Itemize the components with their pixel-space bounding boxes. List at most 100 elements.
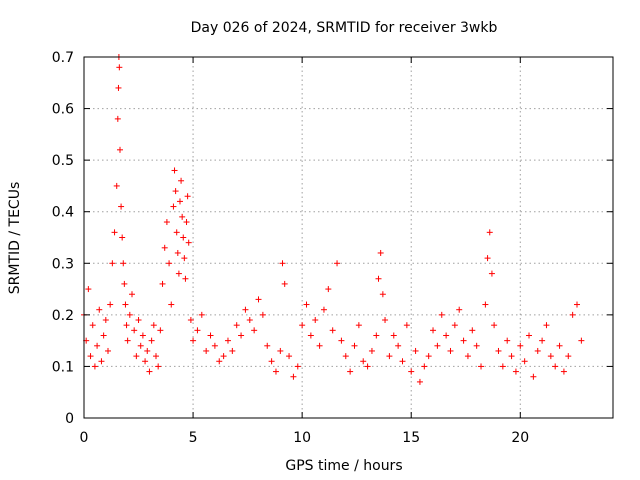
- data-point: [491, 322, 498, 329]
- data-point: [334, 260, 341, 267]
- data-point: [338, 337, 345, 344]
- data-point: [113, 182, 120, 189]
- data-point: [504, 337, 511, 344]
- data-point: [307, 332, 314, 339]
- data-point: [135, 317, 142, 324]
- data-point: [325, 286, 332, 293]
- data-point: [173, 229, 180, 236]
- data-point: [499, 363, 506, 370]
- data-point: [137, 342, 144, 349]
- data-point: [181, 255, 188, 262]
- data-point: [360, 358, 367, 365]
- data-point: [172, 188, 179, 195]
- data-point: [131, 327, 138, 334]
- data-point: [268, 358, 275, 365]
- data-point: [460, 337, 467, 344]
- data-point: [116, 64, 123, 71]
- data-point: [128, 291, 135, 298]
- data-point: [281, 280, 288, 287]
- grid-lines: [84, 57, 613, 418]
- data-point: [187, 317, 194, 324]
- data-point: [96, 306, 103, 313]
- data-point: [190, 337, 197, 344]
- data-point: [150, 322, 157, 329]
- data-point: [508, 353, 515, 360]
- data-point: [175, 270, 182, 277]
- data-point: [486, 229, 493, 236]
- data-point: [534, 347, 541, 354]
- y-tick-label: 0.7: [52, 50, 74, 66]
- data-point: [379, 291, 386, 298]
- data-point: [184, 193, 191, 200]
- data-point: [155, 363, 162, 370]
- data-point: [484, 255, 491, 262]
- data-point: [382, 317, 389, 324]
- data-point: [142, 358, 149, 365]
- x-tick-label: 5: [189, 430, 198, 446]
- data-point: [364, 363, 371, 370]
- data-point: [89, 322, 96, 329]
- data-point: [316, 342, 323, 349]
- data-point: [539, 337, 546, 344]
- y-tick-label: 0.4: [52, 205, 74, 221]
- data-point: [251, 327, 258, 334]
- data-point: [421, 363, 428, 370]
- data-point: [403, 322, 410, 329]
- data-point: [543, 322, 550, 329]
- data-point: [116, 146, 123, 153]
- data-point: [220, 353, 227, 360]
- y-tick-label: 0.3: [52, 256, 74, 272]
- data-point: [115, 84, 122, 91]
- data-point: [144, 347, 151, 354]
- data-point: [386, 353, 393, 360]
- data-point: [242, 306, 249, 313]
- data-point: [438, 311, 445, 318]
- data-point: [375, 275, 382, 282]
- data-point: [312, 317, 319, 324]
- data-point: [521, 358, 528, 365]
- data-point: [91, 363, 98, 370]
- x-axis-label: GPS time / hours: [285, 458, 402, 474]
- data-point: [560, 368, 567, 375]
- y-tick-label: 0.1: [52, 359, 74, 375]
- data-point: [259, 311, 266, 318]
- data-point: [224, 337, 231, 344]
- data-point: [229, 347, 236, 354]
- data-point: [464, 353, 471, 360]
- data-point: [194, 327, 201, 334]
- data-point: [161, 244, 168, 251]
- data-point: [569, 311, 576, 318]
- data-point: [133, 353, 140, 360]
- y-axis-label: SRMTID / TECUs: [7, 182, 23, 295]
- data-point: [478, 363, 485, 370]
- data-point: [482, 301, 489, 308]
- data-point: [100, 332, 107, 339]
- data-point: [399, 358, 406, 365]
- chart-title: Day 026 of 2024, SRMTID for receiver 3wk…: [191, 20, 498, 36]
- data-point: [87, 353, 94, 360]
- data-point: [416, 378, 423, 385]
- data-point: [211, 342, 218, 349]
- data-point: [290, 373, 297, 380]
- data-point: [277, 347, 284, 354]
- data-point: [578, 337, 585, 344]
- data-point: [176, 198, 183, 205]
- data-point: [216, 358, 223, 365]
- data-point: [469, 327, 476, 334]
- data-point: [320, 306, 327, 313]
- data-point: [183, 219, 190, 226]
- y-tick-label: 0.6: [52, 102, 74, 118]
- data-point: [556, 342, 563, 349]
- data-point: [517, 342, 524, 349]
- data-point: [286, 353, 293, 360]
- data-point: [565, 353, 572, 360]
- data-point: [166, 260, 173, 267]
- data-point: [430, 327, 437, 334]
- data-point: [146, 368, 153, 375]
- data-point: [163, 219, 170, 226]
- data-point: [329, 327, 336, 334]
- x-tick-label: 10: [293, 430, 311, 446]
- data-point: [198, 311, 205, 318]
- data-point: [473, 342, 480, 349]
